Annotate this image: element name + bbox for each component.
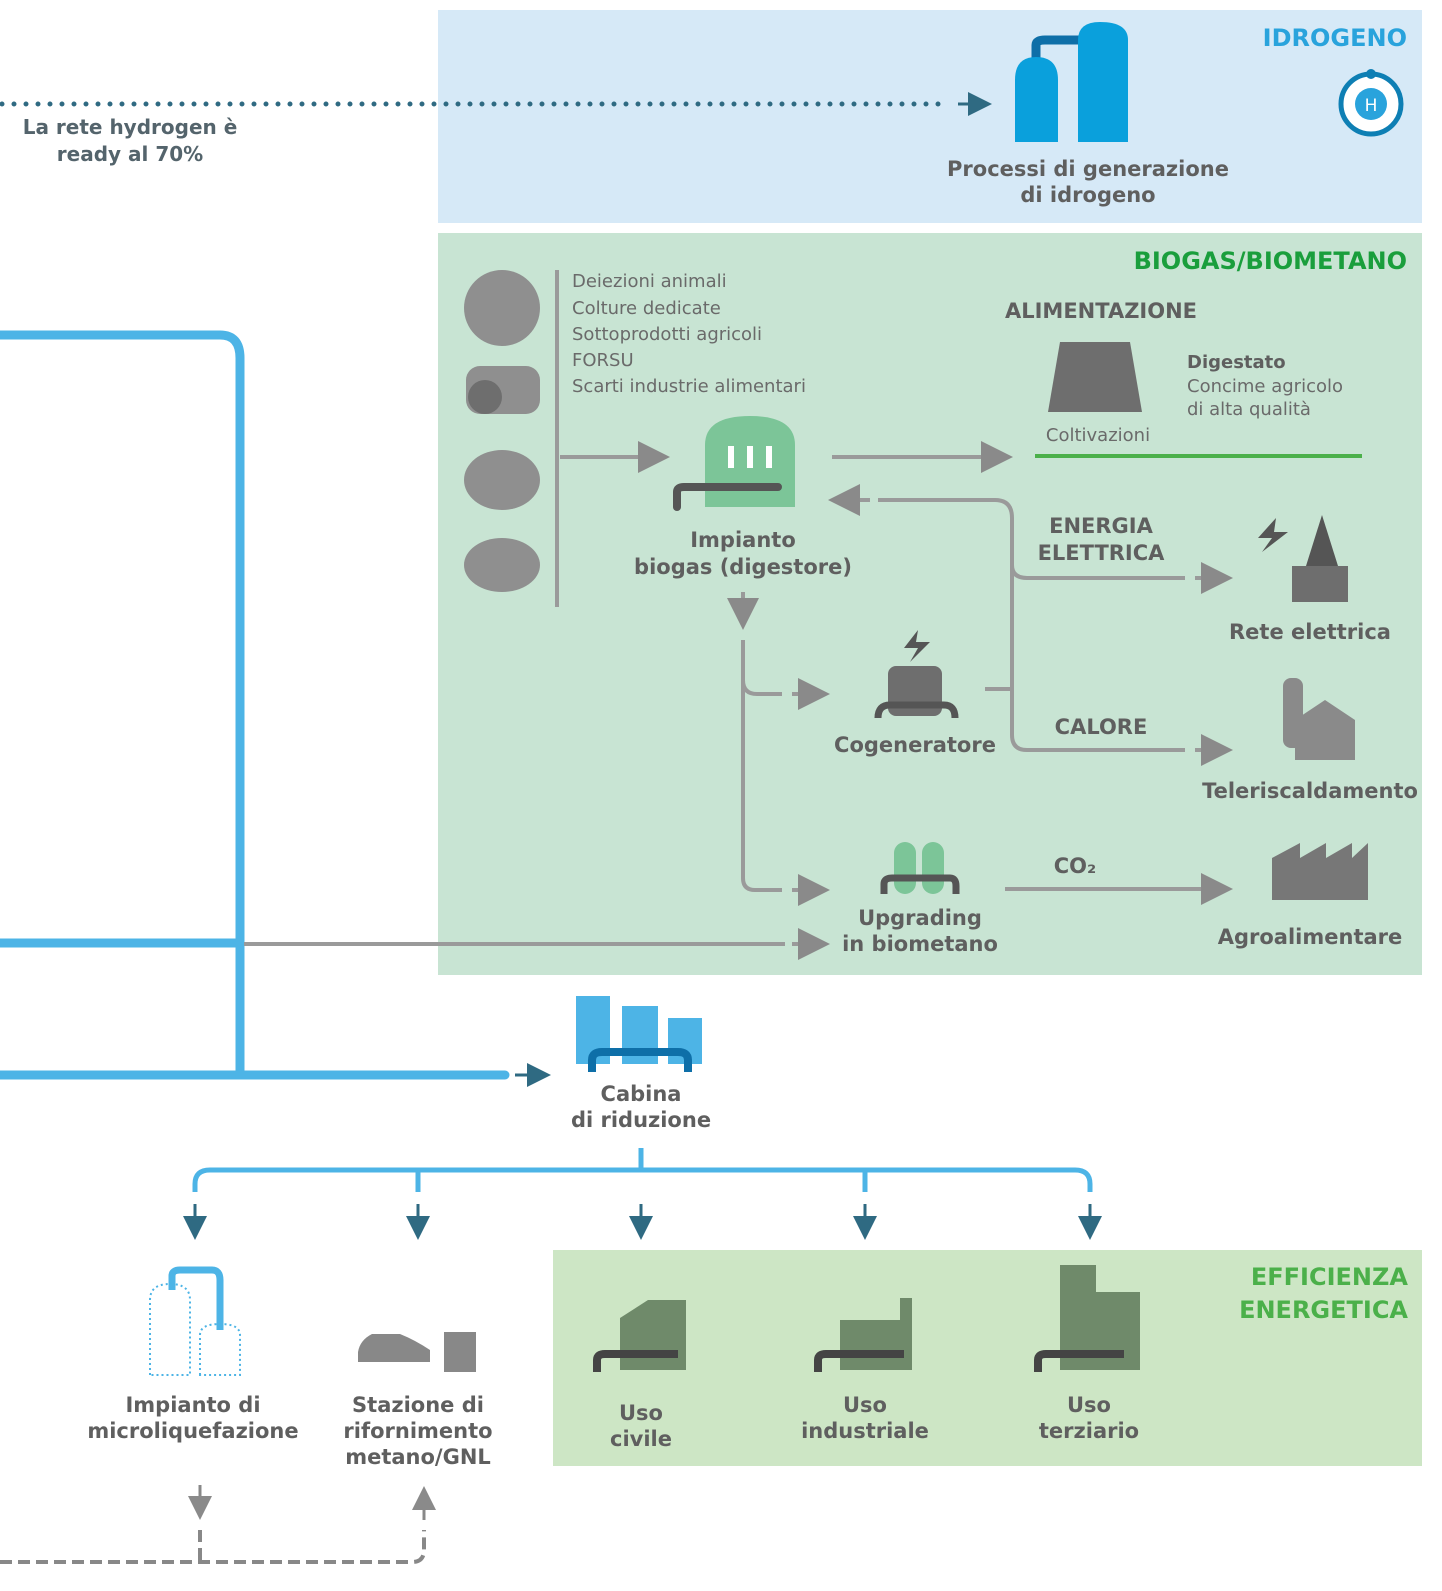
label: Coltivazioni: [1046, 425, 1150, 446]
label: Uso: [843, 1393, 887, 1417]
label: Stazione di: [352, 1393, 484, 1417]
feedstock: Colture dedicate: [572, 298, 721, 319]
distribution-pipe: [195, 1148, 1090, 1192]
label: Rete elettrica: [1229, 620, 1391, 644]
note: La rete hydrogen è: [23, 115, 238, 139]
label: Digestato: [1187, 352, 1286, 373]
efficiency-title: ENERGETICA: [1239, 1296, 1408, 1324]
label: terziario: [1039, 1419, 1139, 1443]
label: civile: [610, 1427, 672, 1451]
note: ready al 70%: [57, 142, 203, 166]
hydrogen-title: IDROGENO: [1263, 24, 1407, 52]
icon-tractor-wheel: [468, 380, 502, 414]
feedstock: FORSU: [572, 350, 634, 371]
arrows: [195, 1204, 1090, 1234]
diagram: IDROGENO H La rete hydrogen è ready al 7…: [0, 0, 1442, 1591]
label: Uso: [619, 1401, 663, 1425]
label: di idrogeno: [1020, 183, 1155, 207]
car: [358, 1334, 430, 1362]
icon-pig: [464, 450, 540, 510]
label: in biometano: [842, 932, 998, 956]
h2-tank: [1078, 22, 1128, 142]
label: Processi di generazione: [947, 157, 1229, 181]
label: CO₂: [1054, 854, 1096, 878]
pipe: [172, 1270, 220, 1330]
upgrader: [894, 842, 916, 894]
label: ENERGIA: [1049, 514, 1153, 538]
efficiency-title: EFFICIENZA: [1251, 1263, 1409, 1291]
label: di alta qualità: [1187, 399, 1311, 420]
feedstock: Deiezioni animali: [572, 271, 727, 292]
pump: [444, 1332, 476, 1372]
label: Upgrading: [858, 906, 982, 930]
label: Cabina: [601, 1082, 682, 1106]
label: ALIMENTAZIONE: [1005, 299, 1197, 323]
label: metano/GNL: [345, 1445, 491, 1469]
h-icon-label: H: [1365, 96, 1378, 116]
h-icon-dot: [1366, 69, 1376, 79]
icon-cow: [464, 538, 540, 592]
label: biogas (digestore): [634, 555, 852, 579]
biogas-title: BIOGAS/BIOMETANO: [1134, 247, 1407, 275]
field-icon: [1048, 342, 1142, 412]
icon-recycle: [464, 270, 540, 346]
h2-tank: [1015, 57, 1058, 142]
dashed-flow: [0, 1530, 424, 1562]
label: microliquefazione: [87, 1419, 298, 1443]
feedstock: Sottoprodotti agricoli: [572, 324, 762, 345]
label: Impianto: [690, 528, 796, 552]
label: industriale: [801, 1419, 929, 1443]
grid-icon: [1292, 566, 1348, 602]
page: {"hydrogen":{"title":"IDROGENO","note":[…: [0, 0, 1442, 1591]
label: Cogeneratore: [834, 733, 996, 757]
label: rifornimento: [343, 1419, 492, 1443]
upgrader: [922, 842, 944, 894]
label: Impianto di: [125, 1393, 260, 1417]
label: Uso: [1067, 1393, 1111, 1417]
label: Concime agricolo: [1187, 376, 1343, 397]
feedstock: Scarti industrie alimentari: [572, 376, 806, 397]
gas-pipe: [0, 335, 505, 1075]
liquefaction-icon: [150, 1284, 240, 1375]
label: Teleriscaldamento: [1202, 779, 1418, 803]
label: di riduzione: [571, 1108, 711, 1132]
label: CALORE: [1055, 715, 1148, 739]
label: ELETTRICA: [1038, 541, 1166, 565]
label: Agroalimentare: [1218, 925, 1403, 949]
